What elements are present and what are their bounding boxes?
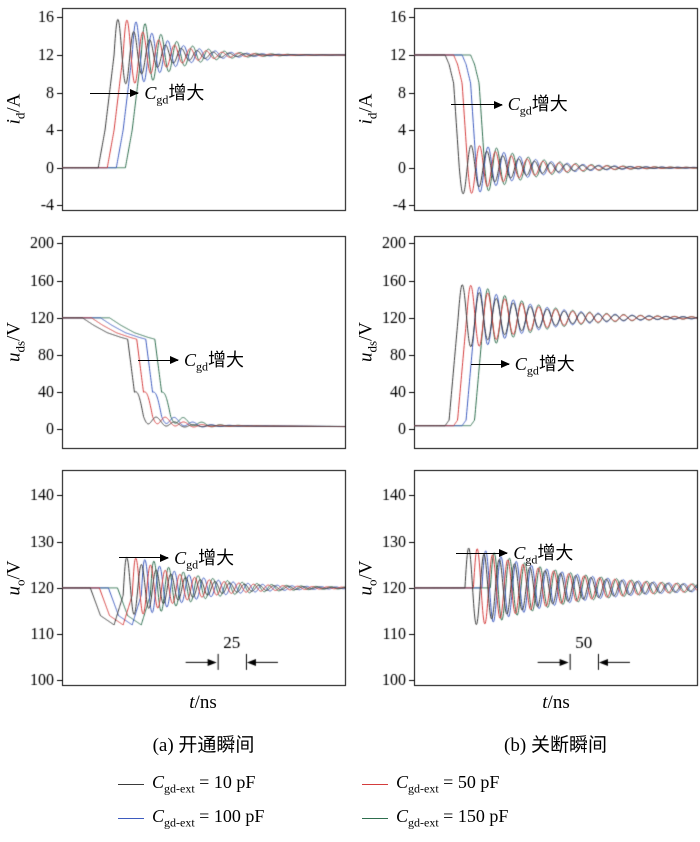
legend-item-150pf: Cgd-ext = 150 pF <box>362 806 508 831</box>
caption-turn-off: (b) 关断瞬间 <box>504 735 607 756</box>
annotation-cgd-increase: Cgd增大 <box>470 353 575 378</box>
annotation-label: Cgd增大 <box>184 350 245 374</box>
caption-turn-on: (a) 开通瞬间 <box>152 735 255 756</box>
x-axis-label-a: t/ns <box>189 692 217 713</box>
right-arrow-icon <box>450 100 503 109</box>
legend-item-50pf: Cgd-ext = 50 pF <box>362 772 499 797</box>
right-arrow-icon <box>90 89 140 98</box>
right-arrow-icon <box>118 553 170 562</box>
right-arrow-icon <box>456 549 509 558</box>
y-axis-label-uo-b: uo/V <box>355 560 380 596</box>
plot-turn-on-uds <box>0 222 352 454</box>
right-arrow-icon <box>138 356 180 365</box>
annotation-label: Cgd增大 <box>513 542 574 567</box>
annotation-label: Cgd增大 <box>507 94 568 119</box>
annotation-cgd-increase: Cgd增大 <box>118 547 234 571</box>
legend-line-sample <box>118 817 144 819</box>
legend-item-100pf: Cgd-ext = 100 pF <box>118 806 264 831</box>
right-arrow-icon <box>470 360 510 369</box>
plot-turn-on-uo <box>0 456 352 691</box>
annotation-label: Cgd增大 <box>144 83 205 107</box>
y-axis-label-id-a: id/A <box>3 93 28 125</box>
legend-label: Cgd-ext = 150 pF <box>396 806 509 830</box>
annotation-cgd-increase: Cgd增大 <box>456 542 573 567</box>
legend-line-sample <box>118 783 144 785</box>
plot-turn-off-uo <box>352 456 700 691</box>
plot-turn-off-drain-current <box>352 0 700 220</box>
annotation-cgd-increase: Cgd增大 <box>90 82 204 107</box>
y-axis-label-uds-a: uds/V <box>3 321 28 363</box>
annotation-cgd-increase: Cgd增大 <box>450 94 568 118</box>
annotation-label: Cgd增大 <box>174 547 235 572</box>
plot-turn-off-uds <box>352 222 700 454</box>
legend-line-sample <box>362 817 388 819</box>
y-axis-label-uds-b: uds/V <box>355 321 380 363</box>
annotation-cgd-increase: Cgd增大 <box>138 350 244 374</box>
legend-line-sample <box>362 783 388 785</box>
legend-label: Cgd-ext = 100 pF <box>152 806 265 830</box>
annotation-label: Cgd增大 <box>514 354 575 378</box>
x-axis-label-b: t/ns <box>542 692 570 713</box>
legend-label: Cgd-ext = 50 pF <box>396 772 500 796</box>
y-axis-label-id-b: id/A <box>355 93 380 125</box>
y-axis-label-uo-a: uo/V <box>3 560 28 596</box>
plot-turn-on-drain-current <box>0 0 352 220</box>
legend-item-10pf: Cgd-ext = 10 pF <box>118 772 255 797</box>
legend-label: Cgd-ext = 10 pF <box>152 772 256 796</box>
